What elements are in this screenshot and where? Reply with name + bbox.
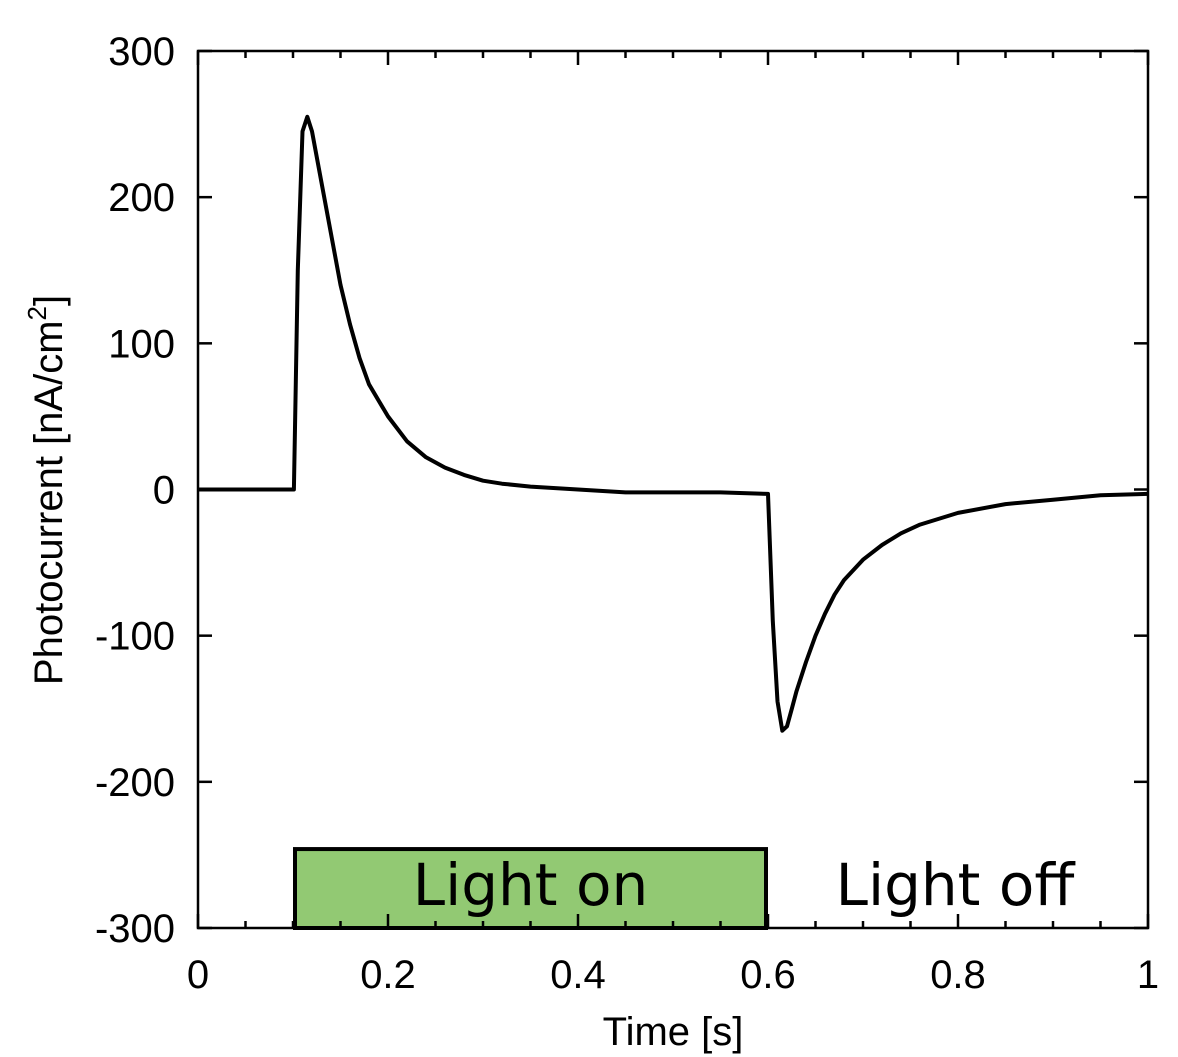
- y-tick-label: -300: [95, 907, 175, 951]
- y-axis-title: Photocurrent [nA/cm2]: [22, 295, 71, 685]
- photocurrent-series-line: [198, 114, 1149, 733]
- x-axis-title: Time [s]: [603, 1010, 744, 1054]
- y-tick-label: 0: [153, 469, 175, 513]
- y-tick-label: 200: [108, 176, 175, 220]
- light-on-box: [293, 847, 768, 931]
- x-tick-label: 0: [187, 953, 209, 997]
- x-tick-label: 0.8: [930, 953, 986, 997]
- y-tick-label: -200: [95, 761, 175, 805]
- y-axis-title-main: Photocurrent [nA/cm: [27, 320, 71, 685]
- plot-frame: [196, 49, 1150, 930]
- light-on-label: Light on: [413, 851, 648, 919]
- y-tick-label: 100: [108, 322, 175, 366]
- y-tick-label: 300: [108, 30, 175, 74]
- light-off-label: Light off: [836, 851, 1077, 919]
- x-tick-label: 0.4: [550, 953, 606, 997]
- y-tick-label: -100: [95, 615, 175, 659]
- y-axis-title-close: ]: [27, 295, 71, 306]
- x-tick-label: 1: [1137, 953, 1159, 997]
- x-tick-label: 0.2: [360, 953, 416, 997]
- y-axis-title-superscript: 2: [22, 306, 52, 320]
- x-tick-label: 0.6: [740, 953, 796, 997]
